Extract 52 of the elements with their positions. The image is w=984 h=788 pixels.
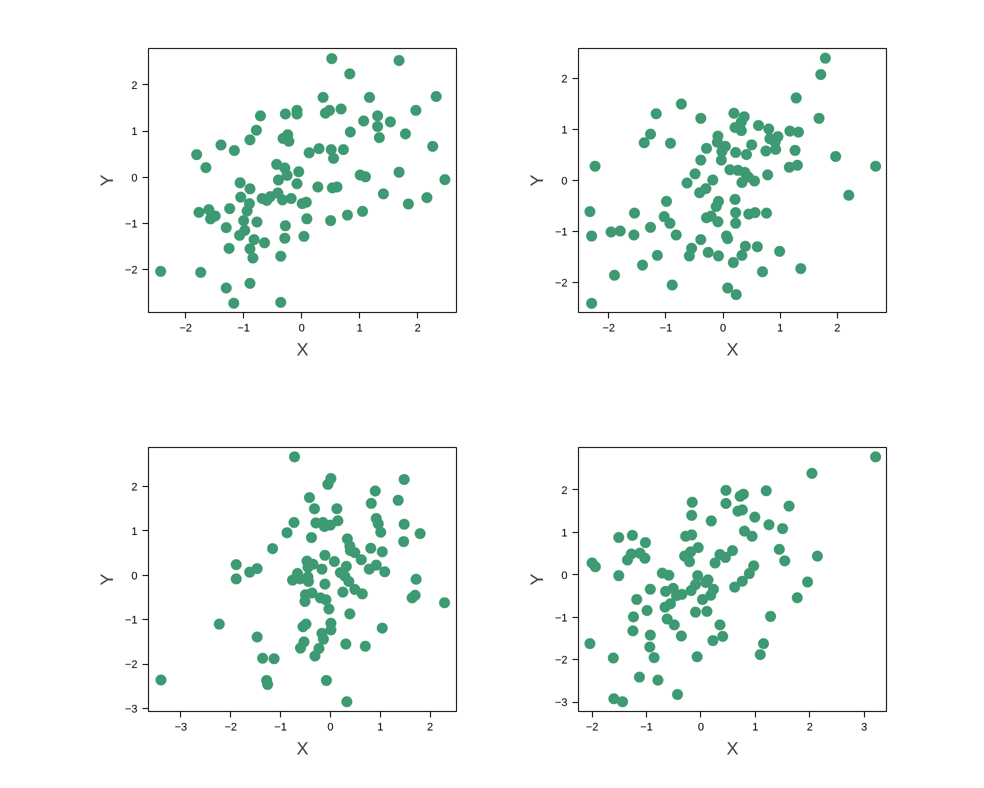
x-tick-label: 2 — [806, 722, 813, 734]
x-axis-title: X — [296, 738, 309, 758]
y-tick-label: −3 — [124, 703, 138, 716]
x-tick-label: 0 — [327, 722, 334, 734]
y-tick-label: 1 — [561, 124, 568, 137]
x-tick-label: 2 — [414, 322, 421, 334]
y-tick-label: 1 — [131, 126, 138, 138]
y-axis-title: Y — [96, 174, 117, 187]
x-tick-label: 0 — [698, 722, 704, 734]
x-tick-label: 3 — [861, 722, 868, 734]
x-tick-label: 1 — [356, 322, 363, 334]
y-tick-label: 1 — [561, 527, 568, 540]
y-tick-label: 2 — [131, 80, 138, 92]
y-tick-label: 2 — [561, 74, 568, 86]
y-axis-title: Y — [96, 573, 117, 586]
y-tick-label: 2 — [131, 482, 138, 494]
x-axis-title: X — [296, 340, 309, 360]
y-tick-label: 0 — [561, 570, 568, 582]
y-tick-label: −1 — [124, 614, 138, 627]
x-axis-title: X — [726, 340, 739, 360]
y-tick-label: 0 — [131, 570, 138, 582]
y-tick-label: −1 — [554, 226, 568, 238]
x-tick-label: −1 — [640, 722, 653, 734]
x-tick-label: 0 — [720, 322, 726, 334]
x-tick-label: −1 — [274, 722, 287, 734]
x-tick-label: 2 — [427, 722, 434, 734]
x-tick-label: −1 — [237, 322, 250, 334]
y-tick-label: −2 — [554, 277, 568, 290]
x-tick-label: −3 — [174, 722, 188, 734]
x-tick-label: −2 — [224, 722, 238, 734]
y-tick-label: −2 — [124, 264, 138, 277]
x-tick-label: 1 — [777, 322, 784, 334]
y-tick-label: −2 — [124, 659, 138, 672]
x-tick-label: −2 — [586, 722, 598, 734]
y-axis-title: Y — [526, 174, 547, 187]
y-tick-label: −2 — [554, 654, 568, 667]
y-tick-label: −1 — [124, 218, 138, 230]
x-tick-label: 1 — [752, 722, 758, 734]
x-tick-label: 2 — [834, 322, 840, 334]
x-tick-label: −2 — [179, 322, 192, 334]
y-tick-label: 1 — [131, 526, 138, 538]
y-tick-label: −3 — [554, 697, 568, 710]
y-tick-label: 0 — [131, 172, 138, 184]
x-axis-title: X — [726, 738, 739, 758]
x-tick-label: 1 — [377, 722, 384, 734]
x-tick-label: −1 — [660, 322, 672, 334]
x-tick-label: −2 — [602, 322, 616, 334]
y-axis-title: Y — [526, 573, 547, 586]
y-tick-label: 2 — [561, 484, 568, 497]
y-tick-label: 0 — [561, 176, 568, 188]
x-tick-label: 0 — [298, 322, 305, 334]
y-tick-label: −1 — [554, 612, 568, 624]
